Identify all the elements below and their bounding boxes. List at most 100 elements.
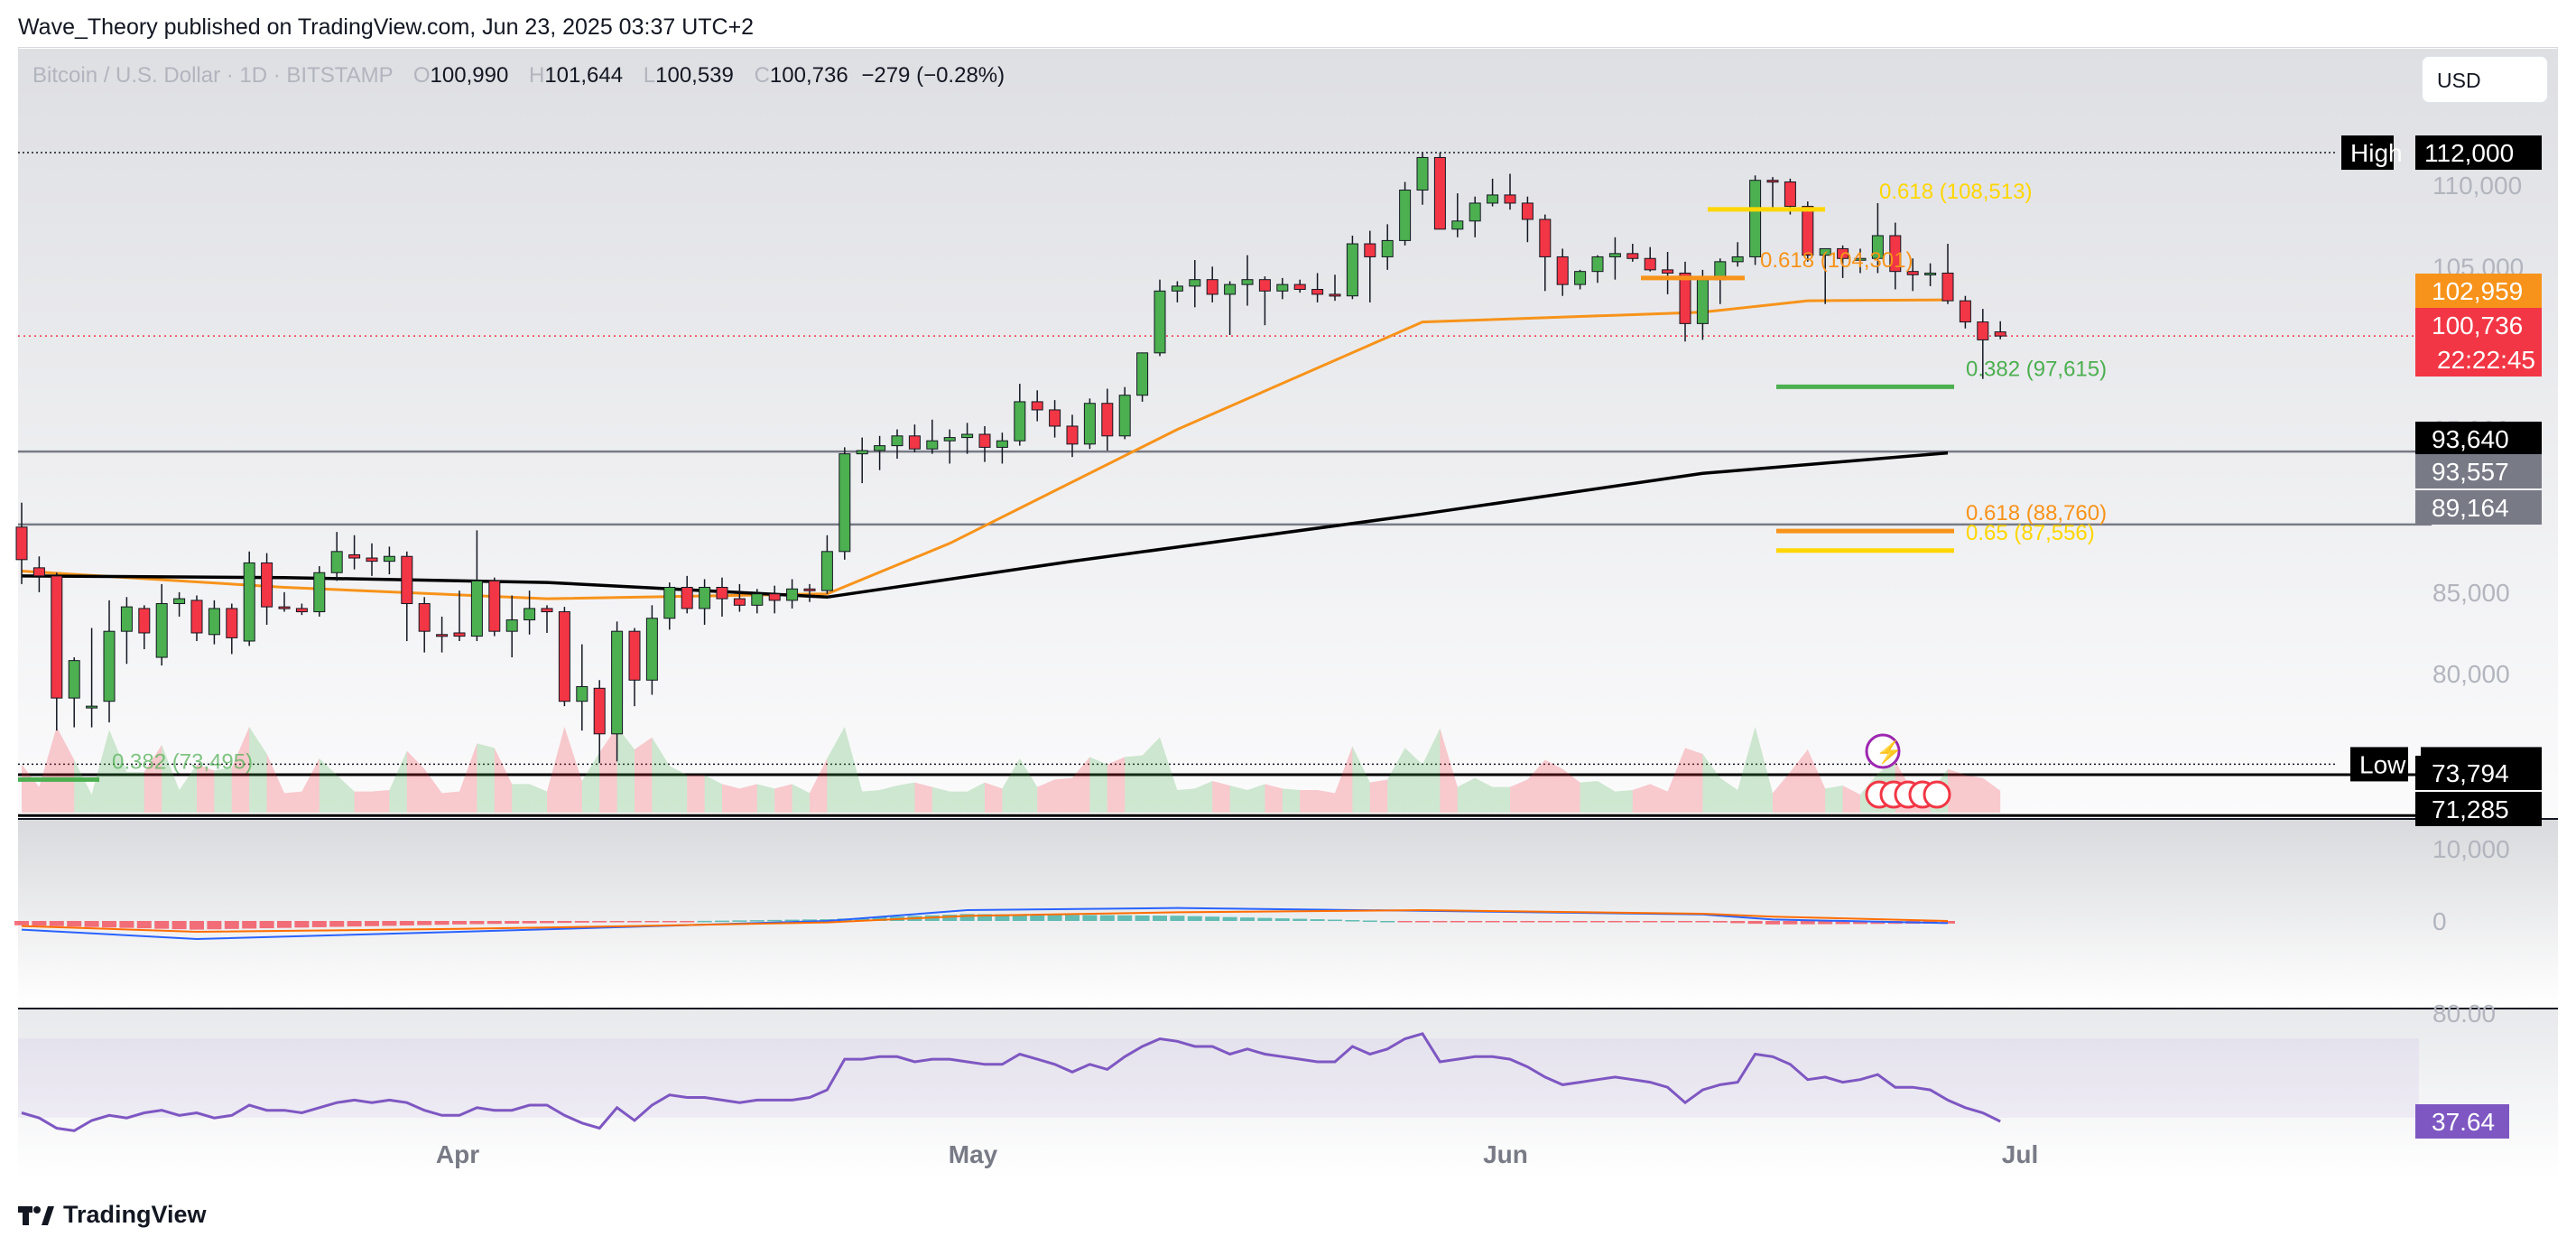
candle-body [348, 553, 361, 559]
candle-body [436, 634, 449, 637]
candle-body [768, 593, 781, 601]
candle-body [1574, 271, 1587, 285]
macd-histogram-bar [1643, 921, 1658, 923]
high-letter: H [528, 63, 545, 88]
candle-body [1977, 321, 1989, 340]
candle-body [961, 433, 974, 439]
candle-body [628, 630, 641, 681]
macd-histogram-bar [294, 921, 310, 928]
candle-body [1014, 401, 1026, 442]
currency-selector[interactable]: USD [2422, 56, 2548, 103]
candle-body [1189, 279, 1201, 287]
candle-body [470, 580, 483, 637]
macd-histogram-bar [1485, 921, 1500, 923]
momentum-area [1019, 758, 1038, 813]
macd-histogram-bar [1468, 921, 1483, 923]
candle-body [1487, 194, 1499, 204]
macd-histogram-bar [1608, 921, 1623, 923]
candle-body [1206, 279, 1219, 295]
candle-body [173, 598, 186, 605]
momentum-area [1072, 757, 1090, 813]
macd-histogram-bar [190, 921, 204, 930]
macd-histogram-bar [1730, 921, 1746, 924]
macd-signal-line [21, 908, 1949, 934]
time-axis-tick: May [949, 1140, 998, 1168]
candle-body [663, 586, 676, 619]
candle-body [751, 593, 764, 606]
macd-histogram-bar [452, 921, 467, 925]
ohlc-legend: Bitcoin / U.S. Dollar · 1D · BITSTAMP O1… [32, 63, 1005, 88]
macd-histogram-bar [434, 921, 449, 925]
momentum-area [1422, 728, 1441, 813]
momentum-area [1615, 790, 1633, 813]
momentum-area [1982, 777, 2001, 813]
momentum-area [162, 745, 180, 813]
candle-body [1329, 293, 1341, 297]
rsi-last-value: 37.64 [2432, 1108, 2495, 1136]
macd-histogram-bar [1712, 921, 1728, 923]
time-axis-tick: Apr [436, 1140, 479, 1168]
fib-level-label: 0.382 (73,495) [112, 749, 253, 774]
candle-body [1504, 194, 1516, 204]
currency-label: USD [2437, 69, 2481, 92]
momentum-area [1194, 781, 1213, 813]
momentum-area [1229, 786, 1247, 813]
momentum-area [1702, 754, 1720, 813]
macd-histogram-bar [1747, 921, 1763, 925]
momentum-area [1002, 758, 1020, 813]
momentum-area [1369, 779, 1388, 813]
candle-body [1083, 403, 1096, 445]
macd-histogram-bar [1153, 916, 1167, 921]
macd-histogram-bar [1257, 917, 1273, 921]
lightning-glyph: ⚡ [1876, 739, 1903, 765]
price-axis-tick: 110,000 [2432, 172, 2522, 200]
price-tag-bg [2415, 792, 2542, 826]
candle-body [786, 588, 799, 601]
price-tag: 73,794 [2432, 759, 2509, 787]
price-tag: 93,640 [2432, 425, 2509, 453]
candle-body [1451, 220, 1464, 230]
price-tag: 102,959 [2432, 277, 2523, 305]
candle-body [226, 608, 238, 638]
macd-histogram-bar [207, 921, 222, 930]
candle-body [1802, 206, 1814, 256]
momentum-area [22, 764, 40, 813]
momentum-area [1755, 727, 1773, 813]
macd-histogram-bar [1099, 915, 1115, 921]
candle-body [51, 575, 63, 699]
macd-histogram-bar [242, 921, 257, 929]
macd-histogram-bar [540, 921, 554, 924]
momentum-area [1160, 737, 1178, 813]
rsi-pane-background [18, 1009, 2558, 1179]
momentum-area [616, 727, 635, 813]
price-tag-bg [2415, 274, 2542, 308]
candle-body [733, 598, 746, 606]
candle-body [1241, 279, 1254, 285]
macd-histogram-bar [1450, 921, 1465, 923]
momentum-area [810, 758, 828, 813]
candle-body [383, 555, 395, 563]
candle-body [645, 618, 658, 681]
candle-body [103, 630, 116, 702]
candle-body [1906, 271, 1919, 275]
momentum-area [879, 786, 897, 813]
candle-body [155, 603, 168, 658]
momentum-area [1790, 749, 1808, 813]
candle-body [978, 433, 991, 448]
momentum-area [687, 775, 705, 813]
momentum-area [1650, 784, 1668, 813]
candle-body [1031, 401, 1043, 411]
candle-body [505, 619, 518, 632]
momentum-area [897, 782, 915, 813]
macd-histogram-bar [1030, 914, 1045, 921]
macd-histogram-bar [1135, 915, 1150, 921]
candle-body [996, 440, 1008, 448]
high-price-tag: 112,000 [2424, 139, 2514, 167]
macd-histogram-bar [67, 921, 82, 927]
price-tag: 93,557 [2432, 458, 2509, 486]
tradingview-logo-icon [18, 1205, 54, 1225]
high-label-bg [2341, 135, 2394, 171]
candle-body [1696, 279, 1709, 324]
momentum-area [985, 782, 1003, 813]
